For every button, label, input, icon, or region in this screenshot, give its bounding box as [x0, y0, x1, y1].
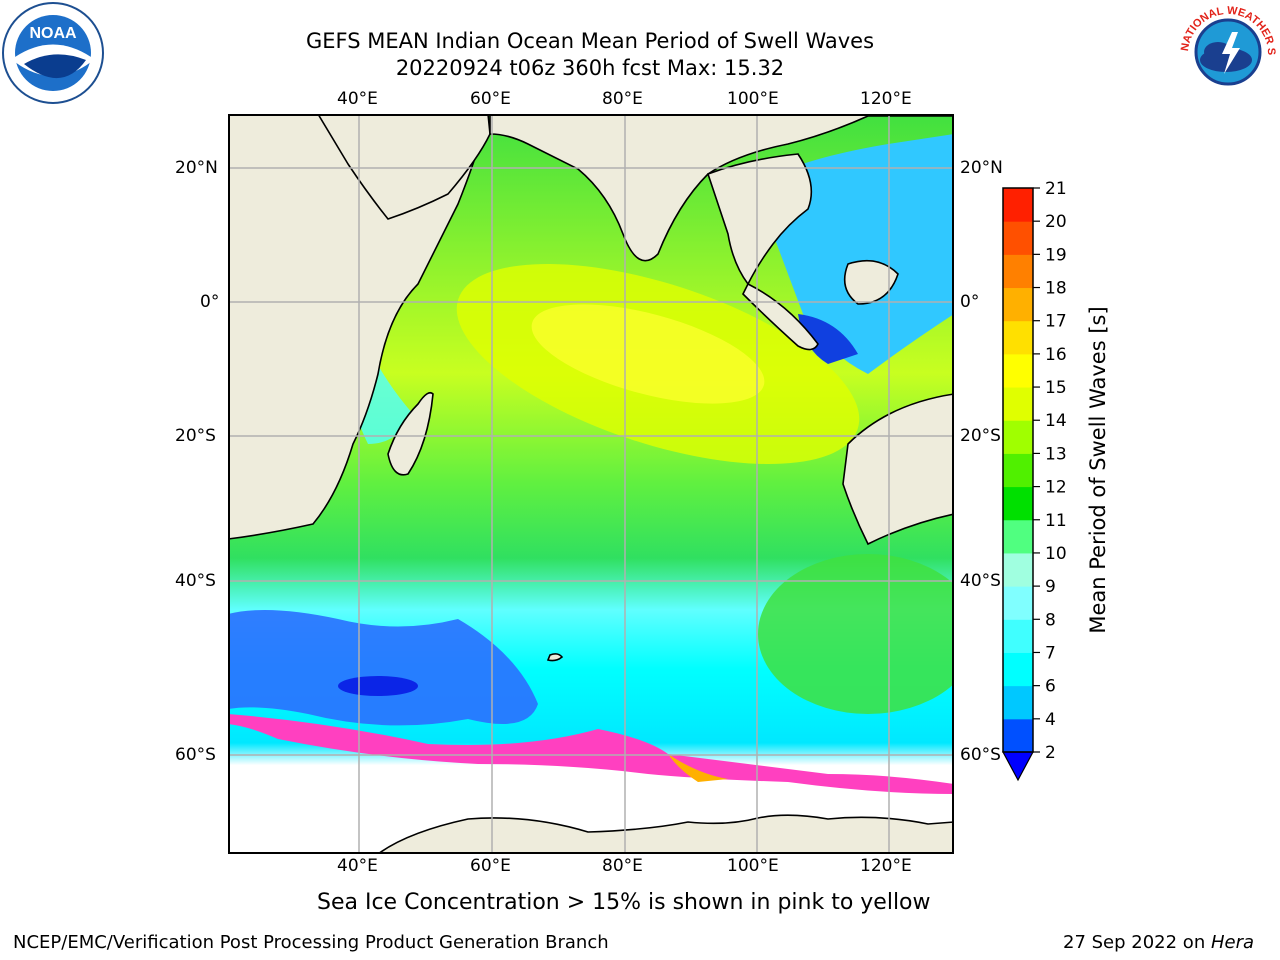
colorbar-tick-label: 16 — [1045, 345, 1067, 365]
footer-date: 27 Sep 2022 on Hera — [1063, 932, 1254, 953]
map-panel — [228, 114, 954, 854]
lat-left-label: 0° — [200, 292, 220, 312]
lat-right-label: 40°S — [960, 571, 1001, 591]
south-asia — [489, 114, 954, 262]
colorbar-swatch — [1003, 552, 1033, 587]
high-period-core — [531, 304, 765, 404]
colorbar-tick-label: 17 — [1045, 312, 1067, 332]
land-masses — [228, 114, 954, 854]
noaa-logo: NOAA — [2, 2, 104, 104]
lon-bottom-label: 100°E — [727, 856, 779, 876]
lon-top-label: 40°E — [337, 89, 378, 109]
lon-bottom-label: 40°E — [337, 856, 378, 876]
nws-logo: NATIONAL WEATHER SERVICE — [1178, 2, 1277, 100]
lon-bottom-label: 120°E — [860, 856, 912, 876]
colorbar: 2 4 6 7 8 9 10 11 12 13 14 15 16 17 18 19 20 21 — [1001, 180, 1067, 782]
colorbar-swatch — [1003, 353, 1033, 388]
colorbar-tick-label: 4 — [1045, 710, 1056, 730]
colorbar-tick-label: 14 — [1045, 411, 1067, 431]
australia — [842, 393, 954, 546]
colorbar-swatch — [1003, 188, 1033, 222]
sea-ice-edge — [228, 714, 954, 794]
lat-right-label: 0° — [960, 292, 980, 312]
kerguelen — [546, 653, 564, 662]
colorbar-swatch — [1003, 652, 1033, 687]
footer-date-text: 27 Sep 2022 on — [1063, 932, 1206, 953]
lon-bottom-label: 60°E — [470, 856, 511, 876]
madagascar — [387, 391, 434, 476]
colorbar-frame — [1002, 187, 1034, 753]
colorbar-swatch — [1003, 486, 1033, 521]
lat-right-label: 20°N — [960, 158, 1003, 178]
colorbar-tick-label: 18 — [1045, 279, 1067, 299]
colorbar-swatch — [1003, 519, 1033, 554]
chart-title: GEFS MEAN Indian Ocean Mean Period of Sw… — [305, 29, 875, 53]
colorbar-swatch — [1003, 453, 1033, 488]
borneo — [843, 259, 899, 305]
colorbar-tick-label: 6 — [1045, 677, 1056, 697]
colorbar-tick-label: 15 — [1045, 378, 1067, 398]
colorbar-swatch — [1003, 718, 1033, 753]
colorbar-swatch — [1003, 387, 1033, 421]
lon-top-label: 120°E — [860, 89, 912, 109]
colorbar-ticks: 2 4 6 7 8 9 10 11 12 13 14 15 16 17 18 19 20 21 — [1033, 180, 1067, 763]
green-lobe — [758, 554, 954, 714]
colorbar-label: Mean Period of Swell Waves [s] — [1086, 306, 1110, 634]
colorbar-swatches — [1003, 188, 1033, 753]
colorbar-tick-label: 19 — [1045, 245, 1067, 265]
lat-left-label: 60°S — [175, 745, 216, 765]
lat-left-label: 20°S — [175, 426, 216, 446]
low-period-region — [228, 610, 538, 726]
colorbar-swatch — [1003, 586, 1033, 620]
africa — [228, 114, 489, 540]
colorbar-swatch — [1003, 320, 1033, 355]
footer-branch: NCEP/EMC/Verification Post Processing Pr… — [13, 932, 609, 953]
sea-ice-edge — [668, 754, 728, 782]
lat-right-label: 60°S — [960, 745, 1001, 765]
lon-top-label: 60°E — [470, 89, 511, 109]
lon-top-label: 100°E — [727, 89, 779, 109]
colorbar-tick-label: 7 — [1045, 643, 1056, 663]
lat-left-label: 20°N — [175, 158, 218, 178]
sea-ice-caption: Sea Ice Concentration > 15% is shown in … — [317, 890, 931, 915]
arabia — [317, 114, 491, 220]
lat-right-label: 20°S — [960, 426, 1001, 446]
colorbar-tick-label: 13 — [1045, 444, 1067, 464]
lon-bottom-label: 80°E — [602, 856, 643, 876]
colorbar-tick-label: 21 — [1045, 180, 1067, 199]
colorbar-tick-label: 20 — [1045, 212, 1067, 232]
map-frame — [228, 114, 954, 854]
colorbar-swatch — [1003, 287, 1033, 322]
graticule — [228, 114, 954, 854]
se-asia-sea — [773, 134, 954, 374]
low-period-region — [338, 676, 418, 696]
colorbar-swatch — [1003, 619, 1033, 653]
colorbar-tick-label: 11 — [1045, 511, 1067, 531]
colorbar-tick-label: 8 — [1045, 610, 1056, 630]
se-asia-sea — [798, 314, 858, 364]
colorbar-swatch — [1003, 420, 1033, 454]
footer-host: Hera — [1210, 932, 1255, 953]
sumatra — [742, 282, 819, 351]
colorbar-under-arrow — [1001, 751, 1035, 782]
antarctica — [376, 814, 954, 854]
colorbar-tick-label: 9 — [1045, 577, 1056, 597]
colorbar-swatch — [1003, 254, 1033, 289]
colorbar-tick-label: 12 — [1045, 478, 1067, 498]
colorbar-tick-label: 2 — [1045, 743, 1056, 763]
colorbar-tick-label: 10 — [1045, 544, 1067, 564]
noaa-logo-text: NOAA — [29, 25, 77, 42]
lat-left-label: 40°S — [175, 571, 216, 591]
indochina — [706, 153, 813, 286]
colorbar-swatch — [1003, 685, 1033, 720]
lon-top-label: 80°E — [602, 89, 643, 109]
colorbar-swatch — [1003, 221, 1033, 255]
chart-subtitle: 20220924 t06z 360h fcst Max: 15.32 — [395, 56, 785, 80]
